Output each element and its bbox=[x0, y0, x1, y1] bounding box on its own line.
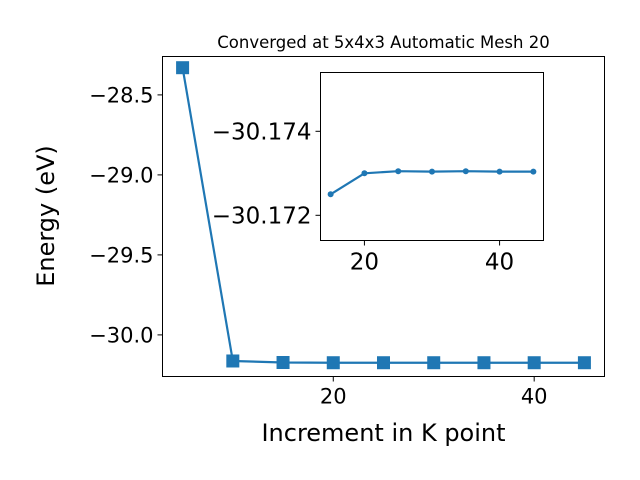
inset-x-tick-label: 20 bbox=[350, 250, 379, 276]
main-axis-ticks: 20 40 −28.5 −29.0 −29.5 −30.0 bbox=[89, 83, 547, 408]
y-axis-label: Energy (eV) bbox=[32, 145, 60, 287]
inset-background bbox=[320, 72, 544, 241]
inset-plot-frame bbox=[320, 72, 544, 241]
inset-data-point bbox=[429, 168, 435, 175]
main-x-tick-label: 40 bbox=[521, 385, 548, 409]
x-axis-label: Increment in K point bbox=[261, 419, 505, 447]
main-x-tick-label: 20 bbox=[320, 385, 347, 409]
inset-data-point bbox=[530, 168, 537, 175]
main-data-point bbox=[477, 356, 491, 370]
inset-data-point bbox=[395, 168, 402, 175]
main-data-point bbox=[176, 61, 190, 75]
main-data-point bbox=[577, 356, 591, 370]
inset-series bbox=[327, 168, 537, 198]
inset-data-point bbox=[361, 170, 368, 177]
inset-data-point bbox=[496, 168, 503, 175]
main-series bbox=[176, 61, 591, 370]
inset-data-point bbox=[327, 191, 334, 198]
main-data-point bbox=[326, 356, 340, 370]
main-data-point bbox=[527, 356, 541, 370]
main-y-tick-label: −28.5 bbox=[89, 83, 153, 107]
main-y-tick-label: −30.0 bbox=[89, 323, 153, 347]
main-data-point bbox=[276, 356, 290, 369]
chart-title: Converged at 5x4x3 Automatic Mesh 20 bbox=[217, 33, 549, 52]
main-plot-frame bbox=[162, 56, 605, 377]
inset-data-point bbox=[462, 168, 469, 175]
inset-x-tick-label: 40 bbox=[485, 250, 514, 276]
inset-axis-ticks: 20 40 −30.174 −30.172 bbox=[212, 120, 514, 276]
main-y-tick-label: −29.5 bbox=[89, 243, 153, 267]
main-y-tick-label: −29.0 bbox=[89, 163, 153, 187]
main-data-point bbox=[377, 356, 390, 370]
main-data-point bbox=[427, 356, 441, 370]
inset-y-tick-label: −30.172 bbox=[212, 204, 312, 230]
main-data-point bbox=[226, 354, 240, 368]
inset-y-tick-label: −30.174 bbox=[212, 120, 312, 146]
